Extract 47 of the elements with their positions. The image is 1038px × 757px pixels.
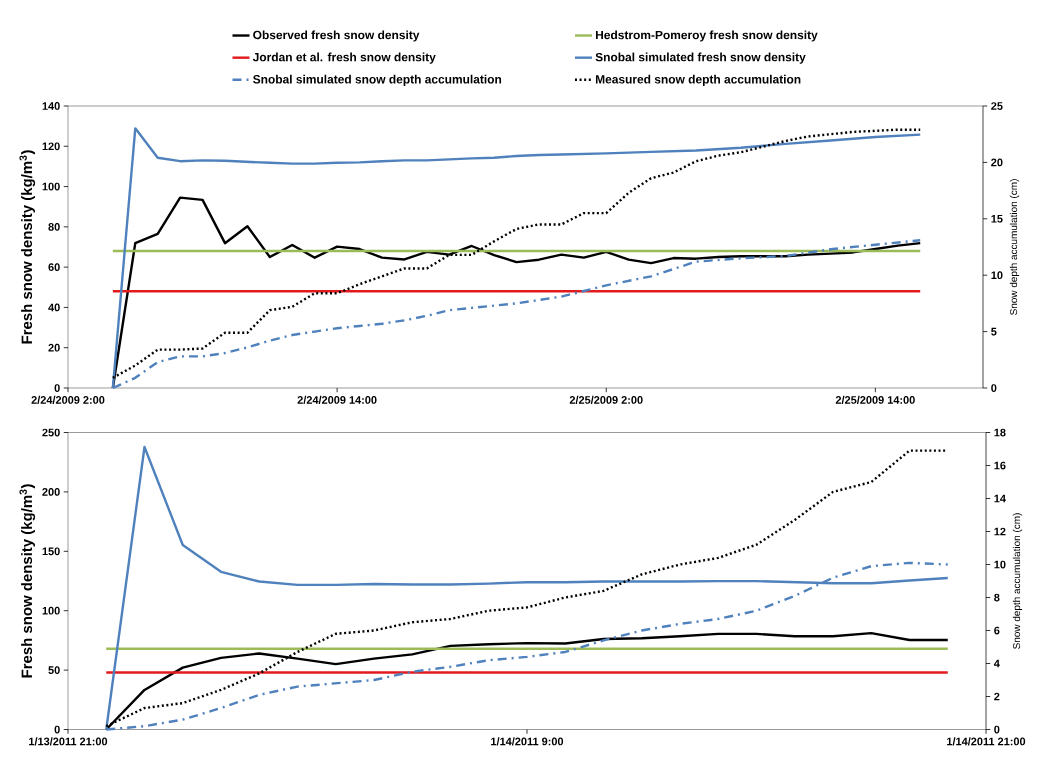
- y-tick-label: 150: [42, 547, 60, 556]
- y2-tick-label: 14: [994, 494, 1006, 503]
- x-tick-label: 1/14/2011 21:00: [947, 737, 1026, 746]
- legend-label: Measured snow depth accumulation: [595, 74, 801, 86]
- y2-tick-label: 5: [991, 327, 997, 336]
- y-tick-label: 0: [54, 384, 60, 392]
- legend-label: Snobal simulated snow depth accumulation: [253, 74, 502, 86]
- y2-tick-label: 0: [994, 725, 1000, 734]
- y2-tick-label: 12: [994, 527, 1006, 536]
- y-tick-label: 80: [48, 222, 60, 231]
- legend-label: Hedstrom-Pomeroy fresh snow density: [595, 30, 818, 42]
- y2-tick-label: 6: [994, 626, 1000, 635]
- y-tick-label: 100: [42, 606, 60, 615]
- y2-tick-label: 18: [994, 428, 1006, 437]
- y-axis-title: Fresh snow density (kg/m$^{3}$): [19, 150, 36, 344]
- y2-tick-label: 15: [991, 214, 1003, 223]
- y2-axis-title: Snow depth accumulation (cm): [1009, 179, 1020, 315]
- y2-tick-label: 20: [991, 158, 1003, 167]
- legend-label: Snobal simulated fresh snow density: [595, 52, 806, 64]
- y-axis-title: Fresh snow density (kg/m$^{3}$): [19, 484, 36, 678]
- y2-tick-label: 16: [994, 461, 1006, 470]
- y2-axis-title: Snow depth accumulation (cm): [1012, 513, 1023, 649]
- y2-tick-label: 25: [991, 102, 1003, 110]
- y2-tick-label: 8: [994, 593, 1000, 602]
- y2-tick-label: 10: [994, 560, 1006, 569]
- y2-tick-label: 0: [991, 384, 997, 392]
- y-tick-label: 200: [42, 488, 60, 496]
- x-tick-label: 1/13/2011 21:00: [29, 737, 108, 746]
- legend-label: Observed fresh snow density: [253, 30, 420, 42]
- y-tick-label: 40: [48, 303, 60, 312]
- y-tick-label: 100: [42, 182, 60, 191]
- y-tick-label: 140: [42, 102, 60, 110]
- y-tick-label: 120: [42, 142, 60, 151]
- y2-tick-label: 4: [993, 659, 1000, 668]
- x-tick-label: 2/25/2009 14:00: [835, 395, 915, 404]
- x-tick-label: 2/24/2009 2:00: [31, 395, 105, 404]
- x-tick-label: 2/25/2009 2:00: [569, 395, 643, 404]
- y2-tick-label: 2: [994, 692, 1000, 701]
- y-tick-label: 60: [48, 263, 60, 272]
- x-tick-label: 1/14/2011 9:00: [491, 737, 564, 746]
- y-tick-label: 250: [42, 428, 60, 437]
- y2-tick-label: 10: [991, 271, 1003, 280]
- x-tick-label: 2/24/2009 14:00: [297, 395, 377, 404]
- y-tick-label: 20: [48, 343, 60, 352]
- legend-label: Jordan et al. fresh snow density: [252, 52, 436, 64]
- y-tick-label: 0: [54, 725, 60, 734]
- y-tick-label: 50: [48, 666, 60, 674]
